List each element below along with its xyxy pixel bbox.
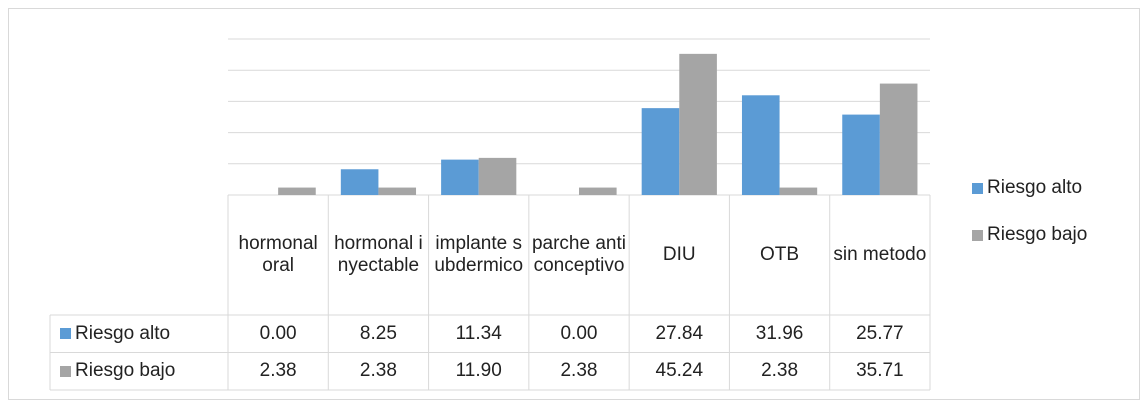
bar — [278, 187, 316, 195]
table-value: 11.90 — [455, 360, 502, 382]
table-value: 31.96 — [755, 322, 804, 344]
row-header-text: Riesgo bajo — [75, 360, 176, 382]
table-value: 2.38 — [560, 360, 598, 382]
legend-label: Riesgo bajo — [987, 224, 1088, 245]
table-value: 2.38 — [761, 360, 799, 382]
bar — [779, 187, 818, 195]
legend-entry: Riesgo bajo — [972, 224, 1087, 246]
table-value: 0.00 — [560, 322, 598, 344]
category-label: hormonal inyectable — [334, 233, 423, 276]
legend-key — [60, 328, 71, 340]
table-value: 25.77 — [856, 322, 904, 344]
bar — [641, 108, 680, 195]
legend-key — [60, 365, 71, 377]
bar — [478, 157, 517, 195]
legend-key — [972, 182, 983, 194]
table-value: 45.24 — [655, 360, 704, 382]
bar — [679, 53, 717, 196]
table-value: 8.25 — [359, 322, 397, 344]
category-label: DIU — [662, 244, 696, 265]
category-label: sin metodo — [833, 244, 927, 265]
category-label: parche anticonceptivo — [531, 233, 626, 276]
chart-border — [8, 8, 1140, 400]
table-value: 2.38 — [359, 360, 397, 382]
bar — [741, 95, 780, 195]
bar — [441, 159, 479, 195]
row-header: Riesgo bajo — [50, 353, 228, 391]
category-label: hormonal oral — [238, 233, 318, 276]
table-value: 2.38 — [259, 360, 297, 382]
table-value: 11.34 — [455, 322, 502, 344]
row-header-text: Riesgo alto — [75, 322, 171, 344]
bar — [842, 114, 880, 195]
legend-key — [972, 229, 983, 241]
category-label: OTB — [760, 244, 800, 265]
bar — [579, 187, 617, 195]
row-header: Riesgo alto — [50, 315, 228, 353]
bar — [340, 169, 379, 195]
bar — [879, 83, 918, 195]
legend-label: Riesgo alto — [987, 177, 1083, 198]
legend-entry: Riesgo alto — [972, 177, 1082, 199]
category-label: implante subdermico — [434, 233, 524, 276]
table-value: 27.84 — [655, 322, 704, 344]
table-value: 0.00 — [259, 322, 297, 344]
bar — [378, 187, 417, 195]
table-value: 35.71 — [856, 360, 904, 382]
